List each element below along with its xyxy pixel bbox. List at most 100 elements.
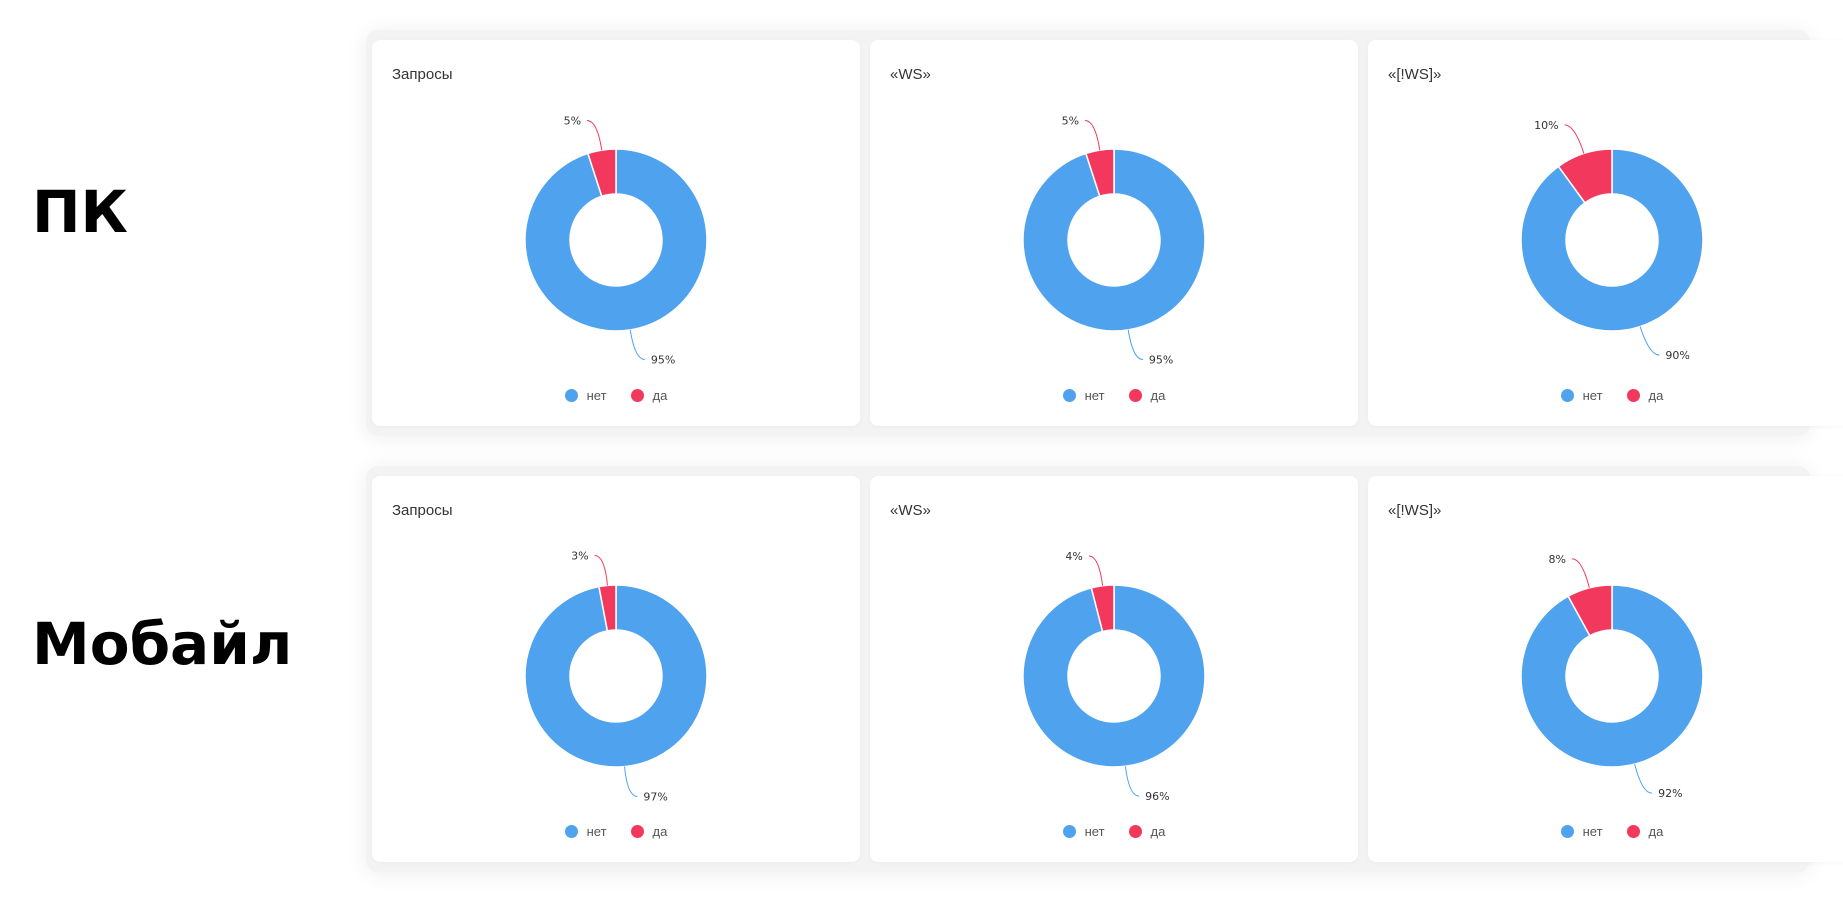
chart-legend: нет да (1368, 824, 1843, 839)
chart-card-requests-mobile: 97% 3% Запросы нет да (372, 476, 860, 862)
chart-legend: нет да (1368, 388, 1843, 403)
chart-title: Запросы (392, 66, 453, 83)
slice-value-label: 8% (1548, 553, 1565, 566)
chart-legend: нет да (372, 824, 860, 839)
label-leader-line (1634, 764, 1653, 794)
donut-slice-da[interactable] (1567, 584, 1613, 637)
legend-label: да (1648, 824, 1664, 839)
slice-value-label: 97% (643, 790, 667, 803)
slice-value-label: 5% (564, 114, 581, 127)
slice-value-label: 90% (1665, 349, 1689, 362)
donut-slice-net[interactable] (1022, 584, 1206, 768)
chart-card-requests-pc: 95% 5% Запросы нет да (372, 40, 860, 426)
donut-chart: 95% 5% (1022, 114, 1206, 367)
legend-item-net[interactable]: нет (1560, 824, 1603, 839)
label-leader-line (629, 329, 646, 361)
donut-slice-da[interactable] (1557, 148, 1613, 204)
donut-slice-net[interactable] (524, 148, 708, 332)
legend-label: нет (586, 388, 607, 403)
donut-chart: 97% 3% (524, 550, 708, 803)
donut-slice-da[interactable] (1084, 148, 1115, 198)
donut-chart: 92% 8% (1520, 553, 1704, 800)
slice-value-label: 5% (1062, 114, 1079, 127)
legend-label: да (1648, 388, 1664, 403)
label-leader-line (1564, 124, 1585, 154)
chart-title: Запросы (392, 502, 453, 519)
legend-item-net[interactable]: нет (1560, 388, 1603, 403)
chart-legend: нет да (372, 388, 860, 403)
slice-value-label: 95% (1149, 354, 1173, 367)
legend-dot-icon (1626, 825, 1640, 838)
slice-value-label: 96% (1145, 790, 1169, 803)
donut-slice-da[interactable] (598, 584, 617, 632)
legend-dot-icon (1128, 825, 1142, 838)
legend-dot-icon (1062, 389, 1076, 402)
donut-slice-net[interactable] (1520, 148, 1704, 332)
legend-dot-icon (1560, 389, 1574, 402)
legend-dot-icon (630, 825, 644, 838)
donut-chart: 90% 10% (1520, 119, 1704, 362)
legend-label: да (652, 824, 668, 839)
donut-chart: 96% 4% (1022, 550, 1206, 803)
donut-chart: 95% 5% (524, 114, 708, 367)
chart-card-not-ws-pc: 90% 10% «[!WS]» нет да (1368, 40, 1843, 426)
chart-title: «[!WS]» (1388, 502, 1442, 519)
chart-title: «WS» (890, 66, 931, 83)
legend-item-net[interactable]: нет (1062, 388, 1105, 403)
label-leader-line (1124, 766, 1140, 797)
legend-item-net[interactable]: нет (564, 388, 607, 403)
legend-item-da[interactable]: да (1128, 824, 1166, 839)
slice-value-label: 95% (651, 354, 675, 367)
row-panel-pc: 95% 5% Запросы нет да 95% 5% «WS» нет да 90%… (366, 30, 1843, 436)
legend-item-net[interactable]: нет (564, 824, 607, 839)
label-leader-line (1571, 558, 1590, 588)
chart-title: «[!WS]» (1388, 66, 1442, 83)
slice-value-label: 3% (571, 550, 588, 563)
legend-dot-icon (564, 389, 578, 402)
label-leader-line (594, 555, 608, 586)
legend-item-da[interactable]: да (1626, 824, 1664, 839)
row-label-mobile: Мобайл (32, 610, 293, 678)
legend-label: да (1150, 824, 1166, 839)
legend-label: да (1150, 388, 1166, 403)
donut-slice-da[interactable] (586, 148, 617, 198)
chart-card-ws-mobile: 96% 4% «WS» нет да (870, 476, 1358, 862)
slice-value-label: 10% (1534, 119, 1558, 132)
legend-dot-icon (1560, 825, 1574, 838)
label-leader-line (624, 766, 638, 797)
legend-label: нет (1084, 388, 1105, 403)
row-panel-mobile: 97% 3% Запросы нет да 96% 4% «WS» нет да 92%… (366, 466, 1843, 872)
legend-item-da[interactable]: да (630, 388, 668, 403)
donut-slice-net[interactable] (1022, 148, 1206, 332)
chart-legend: нет да (870, 824, 1358, 839)
legend-item-da[interactable]: да (1128, 388, 1166, 403)
chart-legend: нет да (870, 388, 1358, 403)
legend-label: нет (1084, 824, 1105, 839)
legend-item-da[interactable]: да (1626, 388, 1664, 403)
legend-dot-icon (564, 825, 578, 838)
donut-slice-net[interactable] (524, 584, 708, 768)
donut-slice-net[interactable] (1520, 584, 1704, 768)
chart-title: «WS» (890, 502, 931, 519)
label-leader-line (1639, 326, 1660, 356)
legend-dot-icon (1626, 389, 1640, 402)
legend-dot-icon (1062, 825, 1076, 838)
donut-slice-da[interactable] (1090, 584, 1115, 633)
legend-label: да (652, 388, 668, 403)
legend-label: нет (586, 824, 607, 839)
chart-card-ws-pc: 95% 5% «WS» нет да (870, 40, 1358, 426)
legend-label: нет (1582, 388, 1603, 403)
slice-value-label: 4% (1065, 550, 1082, 563)
row-label-pc: ПК (32, 178, 128, 246)
label-leader-line (586, 119, 603, 151)
label-leader-line (1127, 329, 1144, 361)
legend-dot-icon (630, 389, 644, 402)
slice-value-label: 92% (1658, 787, 1682, 800)
chart-card-not-ws-mobile: 92% 8% «[!WS]» нет да (1368, 476, 1843, 862)
label-leader-line (1084, 119, 1101, 151)
label-leader-line (1088, 555, 1104, 586)
legend-dot-icon (1128, 389, 1142, 402)
legend-item-da[interactable]: да (630, 824, 668, 839)
legend-item-net[interactable]: нет (1062, 824, 1105, 839)
legend-label: нет (1582, 824, 1603, 839)
